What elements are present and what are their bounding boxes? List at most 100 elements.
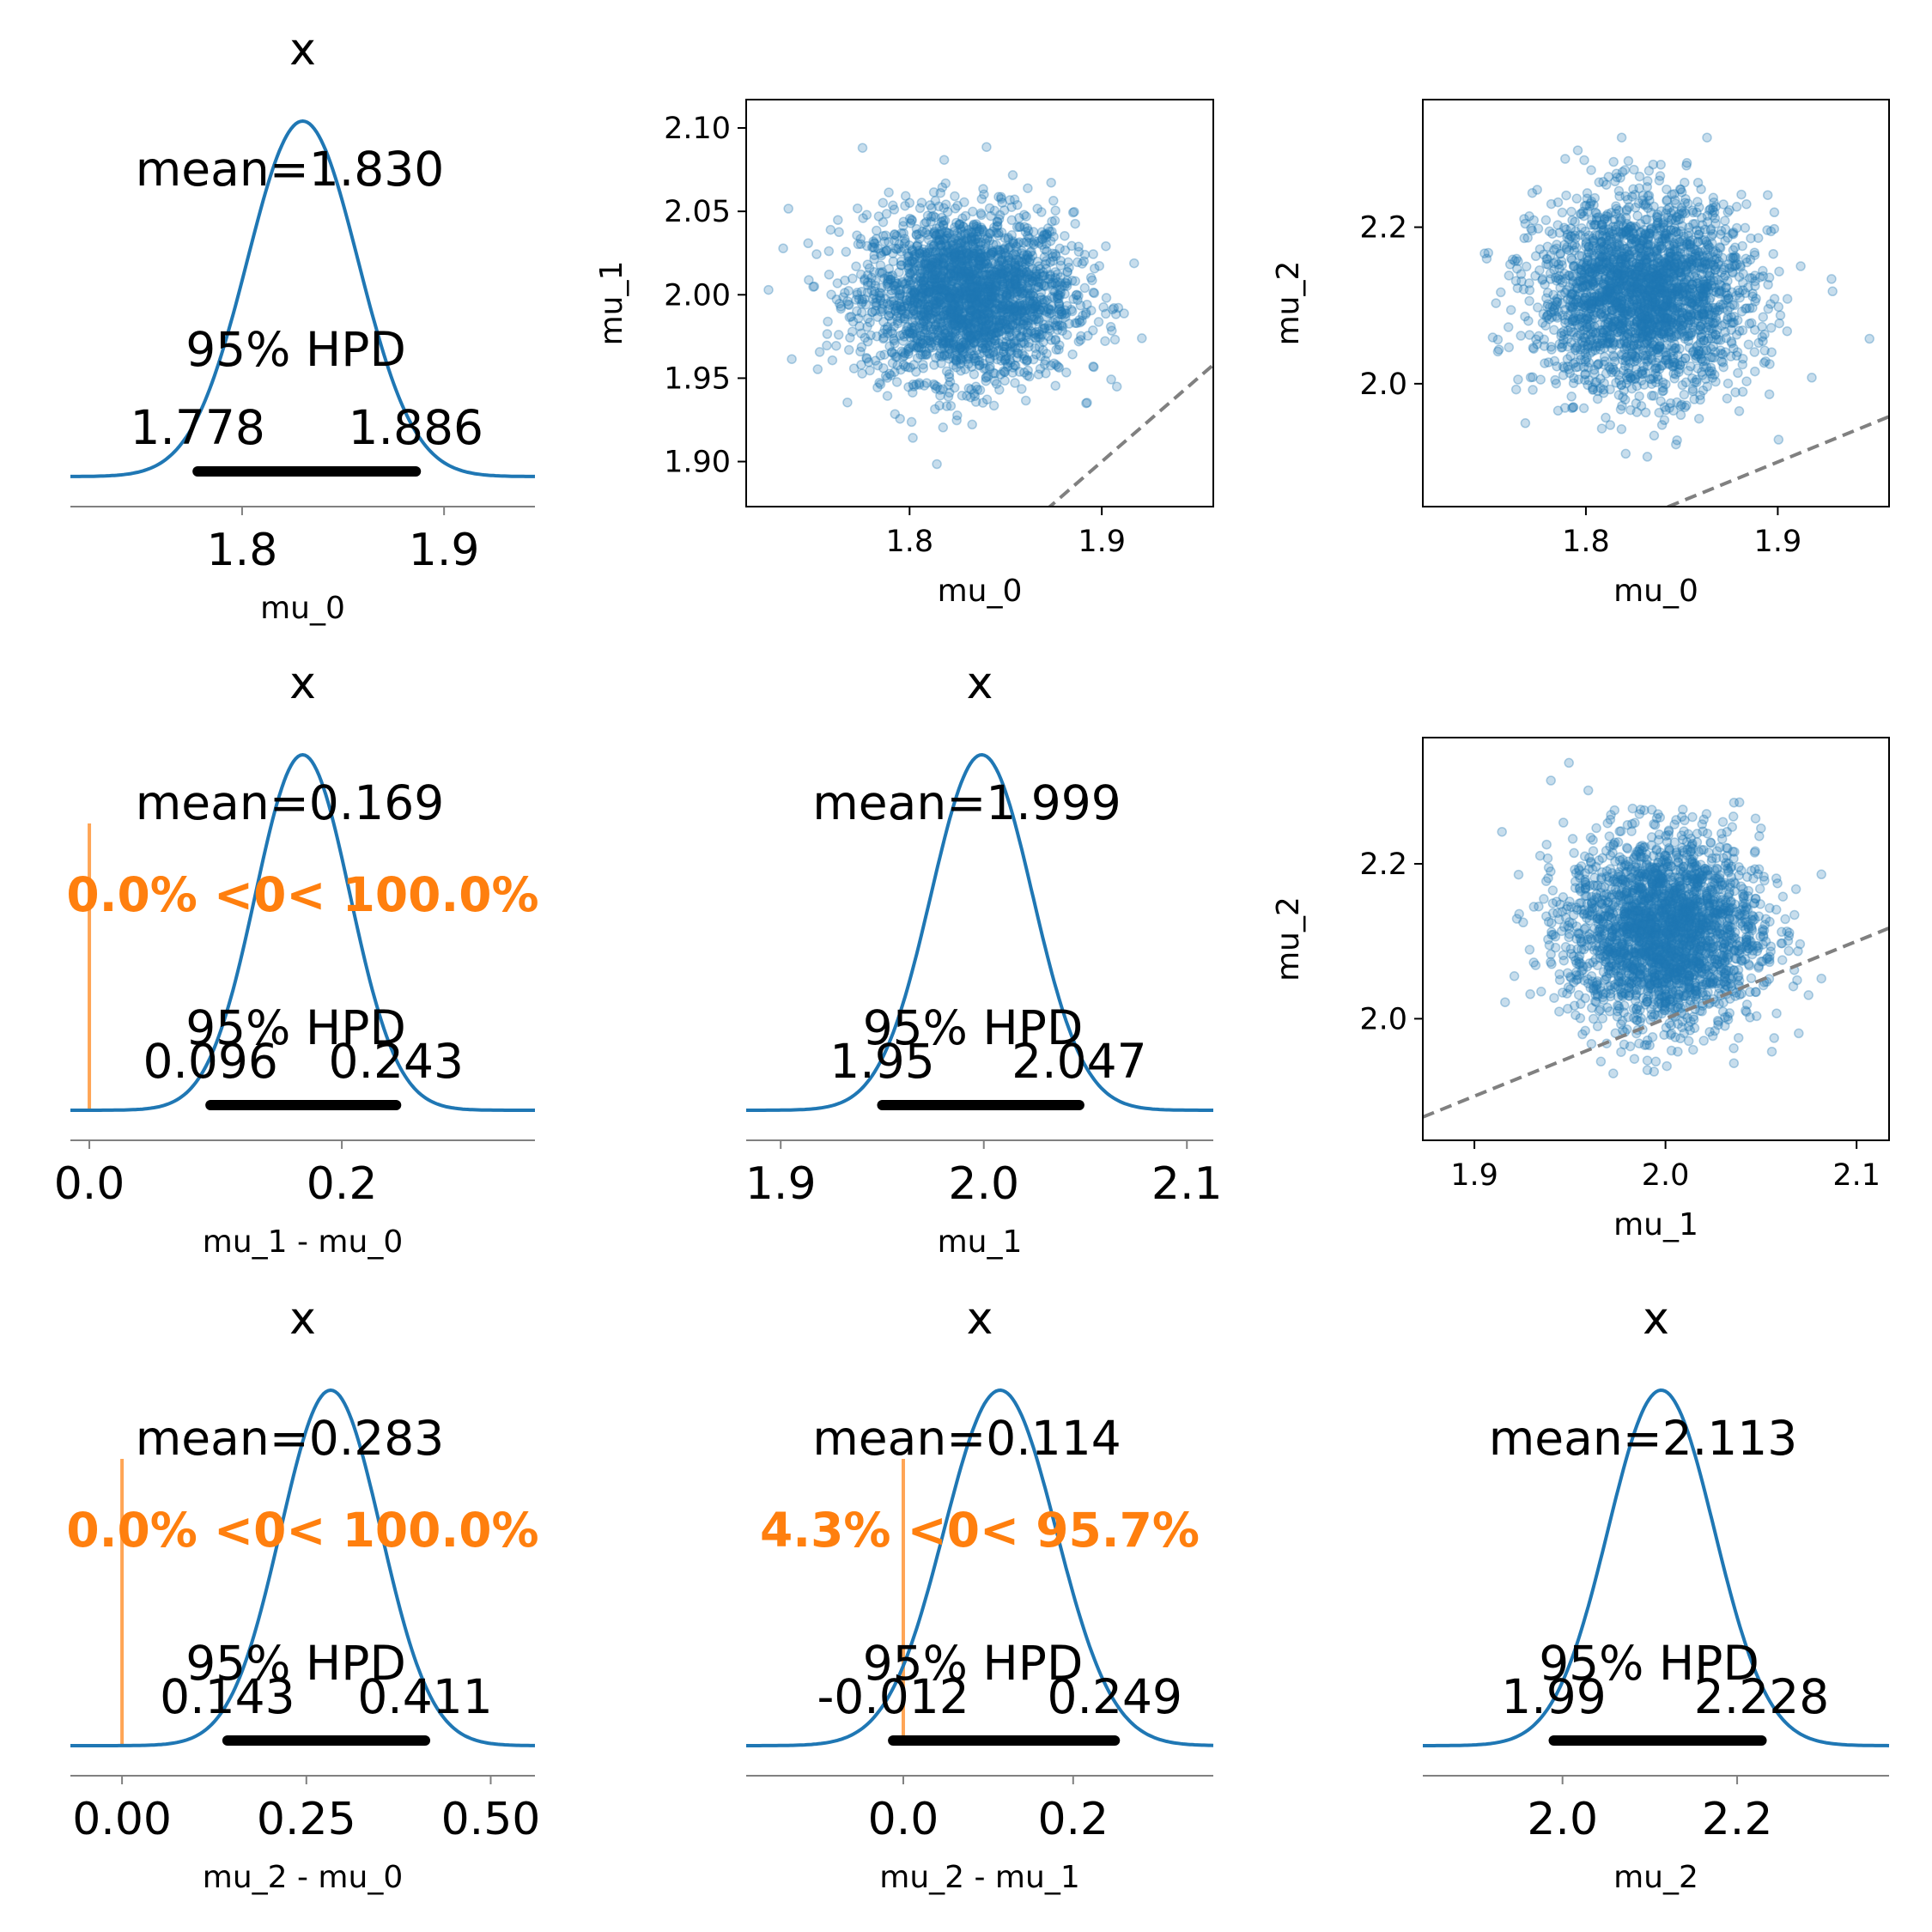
scatter-point (897, 276, 908, 287)
scatter-point (1601, 234, 1612, 244)
scatter-point (913, 258, 923, 269)
scatter-point (1680, 353, 1691, 364)
scatter-point (911, 230, 922, 240)
scatter-point (890, 338, 900, 349)
scatter-point (1110, 309, 1121, 319)
scatter-point (1050, 380, 1060, 391)
scatter-point (1714, 285, 1725, 295)
scatter-point (1535, 374, 1546, 385)
scatter-point (1024, 238, 1035, 248)
scatter-point (1680, 197, 1690, 208)
scatter-point (809, 281, 820, 292)
scatter-point (999, 355, 1011, 366)
scatter-point (951, 415, 962, 426)
scatter-point (947, 343, 958, 354)
scatter-point (975, 287, 986, 297)
scatter-point (939, 203, 949, 214)
scatter-point (935, 187, 946, 198)
scatter-point (1088, 249, 1098, 259)
scatter-point (1630, 190, 1640, 200)
scatter-point (1019, 222, 1030, 232)
scatter-point (1027, 298, 1037, 308)
scatter-point (935, 349, 945, 359)
scatter-point (948, 274, 959, 284)
scatter-point (1029, 312, 1040, 322)
scatter-point (890, 285, 901, 295)
scatter-point (846, 311, 857, 322)
scatter-point (1572, 283, 1583, 295)
scatter-point (1710, 201, 1721, 212)
scatter-point (979, 363, 989, 374)
scatter-point (891, 278, 902, 289)
scatter-point (870, 238, 880, 249)
scatter-point (1596, 222, 1607, 234)
scatter-point (936, 212, 947, 223)
scatter-point (1030, 343, 1041, 354)
scatter-point (970, 234, 981, 245)
scatter-point (1726, 337, 1737, 347)
scatter-point (940, 226, 951, 237)
scatter-point (1680, 402, 1691, 413)
scatter-point (963, 383, 975, 393)
scatter-point (1018, 315, 1030, 326)
scatter-point (1765, 226, 1777, 237)
scatter-point (938, 266, 949, 277)
scatter-point (884, 311, 894, 321)
scatter-point (881, 246, 891, 257)
scatter-point (1055, 277, 1066, 289)
scatter-point (1734, 406, 1745, 416)
scatter-point (962, 273, 972, 283)
scatter-point (1054, 290, 1066, 301)
scatter-point (1542, 241, 1553, 252)
scatter-point (945, 252, 957, 262)
scatter-point (914, 228, 924, 240)
scatter-point (1012, 315, 1023, 325)
scatter-point (1048, 196, 1059, 206)
scatter-point (1864, 333, 1874, 344)
scatter-point (930, 307, 940, 318)
scatter-point (938, 422, 949, 433)
scatter-point (990, 303, 1000, 313)
scatter-point (866, 330, 876, 341)
scatter-point (949, 298, 959, 309)
scatter-point (882, 391, 893, 401)
scatter-point (958, 222, 969, 232)
scatter-point (952, 307, 963, 318)
scatter-point (853, 239, 864, 250)
scatter-point (959, 266, 970, 277)
scatter-point (936, 270, 947, 281)
scatter-point (914, 322, 926, 333)
scatter-point (902, 298, 913, 309)
scatter-point (951, 292, 961, 303)
scatter-point (871, 234, 882, 245)
scatter-point (1054, 243, 1065, 254)
scatter-point (872, 225, 882, 236)
scatter-point (988, 328, 999, 338)
scatter-point (969, 287, 980, 298)
scatter-point (974, 264, 984, 274)
scatter-point (965, 271, 975, 282)
scatter-point (1560, 154, 1571, 164)
scatter-point (999, 242, 1010, 253)
scatter-point (1673, 215, 1684, 225)
scatter-point (1644, 195, 1655, 206)
scatter-point (995, 264, 1006, 275)
scatter-point (917, 311, 928, 322)
scatter-point (983, 247, 993, 258)
scatter-point (909, 314, 920, 325)
scatter-point (913, 299, 923, 309)
scatter-point (1566, 392, 1577, 402)
scatter-point (1109, 334, 1121, 345)
scatter-point (932, 282, 942, 292)
scatter-point (1697, 291, 1708, 301)
scatter-point (1060, 230, 1070, 241)
scatter-point (925, 284, 935, 295)
scatter-point (998, 366, 1009, 376)
scatter-point (946, 261, 957, 272)
scatter-point (942, 245, 953, 255)
scatter-point (1023, 328, 1033, 338)
scatter-point (954, 301, 964, 313)
scatter-point (908, 387, 918, 398)
scatter-point (996, 227, 1007, 238)
scatter-point (1561, 190, 1571, 201)
